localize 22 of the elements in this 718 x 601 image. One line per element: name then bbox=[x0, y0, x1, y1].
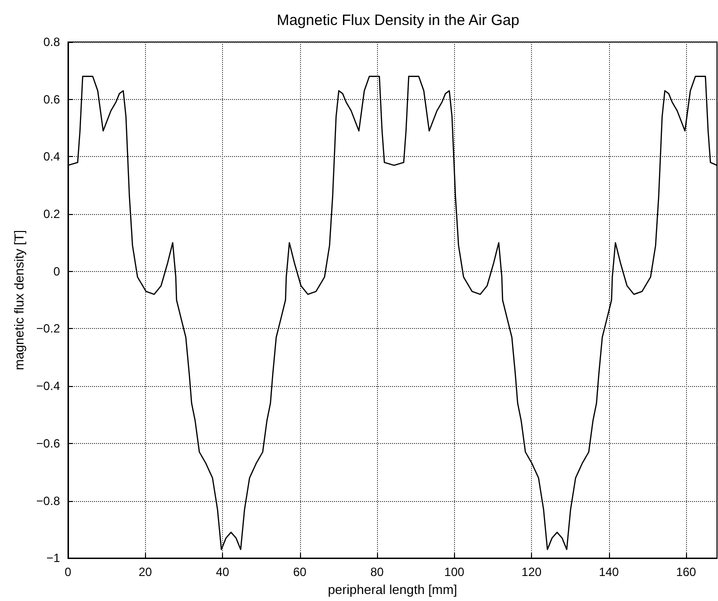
y-tick-label: −1 bbox=[46, 551, 60, 566]
x-tick-label: 20 bbox=[138, 565, 152, 580]
chart-title: Magnetic Flux Density in the Air Gap bbox=[276, 12, 520, 29]
x-tick-label: 160 bbox=[676, 565, 696, 580]
x-tick-label: 0 bbox=[64, 565, 72, 580]
y-tick-label: 0.8 bbox=[43, 35, 60, 49]
x-axis-title: peripheral length [mm] bbox=[328, 582, 458, 597]
y-tick-label: −0.2 bbox=[36, 322, 60, 336]
y-axis-title: magnetic flux density [T] bbox=[11, 230, 26, 370]
y-tick-label: 0.2 bbox=[43, 207, 60, 222]
x-tick-label: 60 bbox=[293, 565, 307, 580]
x-tick-label: 40 bbox=[216, 565, 230, 580]
y-tick-label: 0.4 bbox=[43, 150, 60, 164]
x-tick-label: 80 bbox=[370, 565, 384, 580]
y-tick-label: −0.4 bbox=[36, 379, 60, 394]
y-tick-label: 0 bbox=[53, 264, 60, 278]
x-tick-label: 100 bbox=[444, 565, 465, 580]
y-tick-label: −0.8 bbox=[36, 494, 60, 508]
y-tick-label: −0.6 bbox=[36, 436, 60, 450]
y-tick-label: 0.6 bbox=[43, 92, 60, 106]
x-tick-label: 140 bbox=[598, 565, 620, 580]
x-tick-label: 120 bbox=[522, 565, 542, 580]
